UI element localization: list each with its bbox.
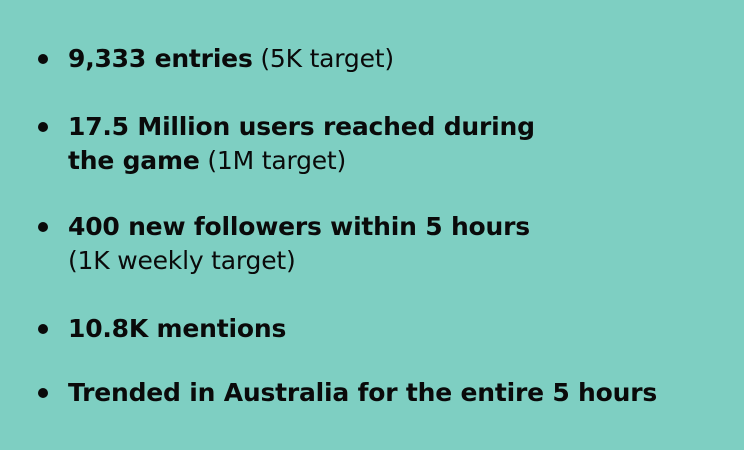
bullet-icon xyxy=(38,324,48,334)
stat-highlight: the game xyxy=(68,146,200,175)
stat-line: 9,333 entries (5K target) xyxy=(68,42,728,76)
stat-line: Trended in Australia for the entire 5 ho… xyxy=(68,376,728,410)
stat-line: 17.5 Million users reached during xyxy=(68,110,728,144)
stat-text: 10.8K mentions xyxy=(68,312,728,346)
stat-note: (1M target) xyxy=(199,146,347,175)
stat-text: 400 new followers within 5 hours (1K wee… xyxy=(68,210,728,278)
stat-line: 400 new followers within 5 hours xyxy=(68,210,728,244)
stat-text: 9,333 entries (5K target) xyxy=(68,42,728,76)
stat-text: Trended in Australia for the entire 5 ho… xyxy=(68,376,728,410)
stat-line: the game (1M target) xyxy=(68,144,728,178)
stat-highlight: 9,333 entries xyxy=(68,44,253,73)
stat-note: (5K target) xyxy=(252,44,394,73)
stat-line: (1K weekly target) xyxy=(68,244,728,278)
stat-text: 17.5 Million users reached during the ga… xyxy=(68,110,728,178)
stat-highlight: 400 new followers within 5 hours xyxy=(68,212,530,241)
stat-highlight: 10.8K mentions xyxy=(68,314,287,343)
stat-line: 10.8K mentions xyxy=(68,312,728,346)
bullet-icon xyxy=(38,54,48,64)
stat-highlight: 17.5 Million users reached during xyxy=(68,112,535,141)
stat-note: (1K weekly target) xyxy=(68,246,296,275)
bullet-icon xyxy=(38,222,48,232)
bullet-icon xyxy=(38,388,48,398)
bullet-icon xyxy=(38,122,48,132)
stat-highlight: Trended in Australia for the entire 5 ho… xyxy=(68,378,658,407)
